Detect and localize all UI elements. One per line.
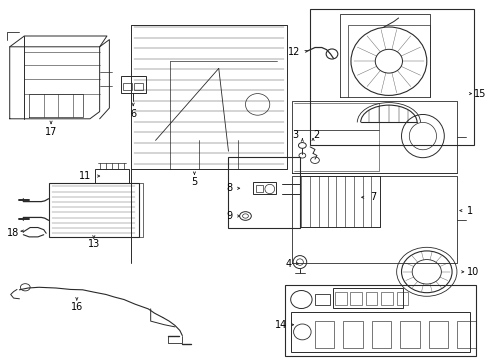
Bar bbox=[365, 292, 376, 305]
Bar bbox=[380, 292, 392, 305]
Text: 5: 5 bbox=[191, 177, 197, 187]
Bar bbox=[228, 157, 300, 228]
Text: 2: 2 bbox=[312, 130, 319, 140]
Text: 8: 8 bbox=[226, 183, 232, 193]
Bar bbox=[314, 321, 334, 348]
Text: 12: 12 bbox=[287, 47, 300, 57]
Text: 16: 16 bbox=[71, 302, 83, 312]
Bar bbox=[335, 292, 346, 305]
Bar bbox=[95, 169, 128, 183]
Bar bbox=[252, 182, 276, 194]
Bar bbox=[343, 321, 362, 348]
Text: 17: 17 bbox=[45, 127, 57, 137]
Bar bbox=[123, 83, 132, 90]
Bar bbox=[48, 183, 138, 237]
Text: 4: 4 bbox=[285, 258, 291, 269]
Bar bbox=[332, 288, 403, 308]
Text: 11: 11 bbox=[79, 171, 91, 181]
Text: 14: 14 bbox=[274, 320, 286, 330]
Text: 3: 3 bbox=[292, 130, 298, 140]
Text: 10: 10 bbox=[466, 267, 478, 277]
Bar bbox=[309, 9, 473, 145]
Bar bbox=[427, 321, 447, 348]
Bar bbox=[314, 294, 329, 305]
Bar bbox=[456, 321, 475, 348]
Text: 7: 7 bbox=[369, 192, 376, 202]
Bar bbox=[134, 83, 142, 90]
Bar bbox=[371, 321, 390, 348]
Text: 15: 15 bbox=[473, 89, 486, 99]
Bar bbox=[290, 312, 468, 352]
Text: 1: 1 bbox=[466, 206, 472, 216]
Bar bbox=[349, 292, 361, 305]
Bar bbox=[399, 321, 419, 348]
Text: 9: 9 bbox=[226, 211, 232, 221]
Bar bbox=[285, 285, 475, 356]
Bar bbox=[121, 76, 145, 93]
Bar bbox=[396, 292, 407, 305]
Text: 6: 6 bbox=[130, 109, 136, 119]
Bar bbox=[256, 185, 263, 192]
Text: 13: 13 bbox=[87, 239, 100, 249]
Text: 18: 18 bbox=[7, 228, 20, 238]
